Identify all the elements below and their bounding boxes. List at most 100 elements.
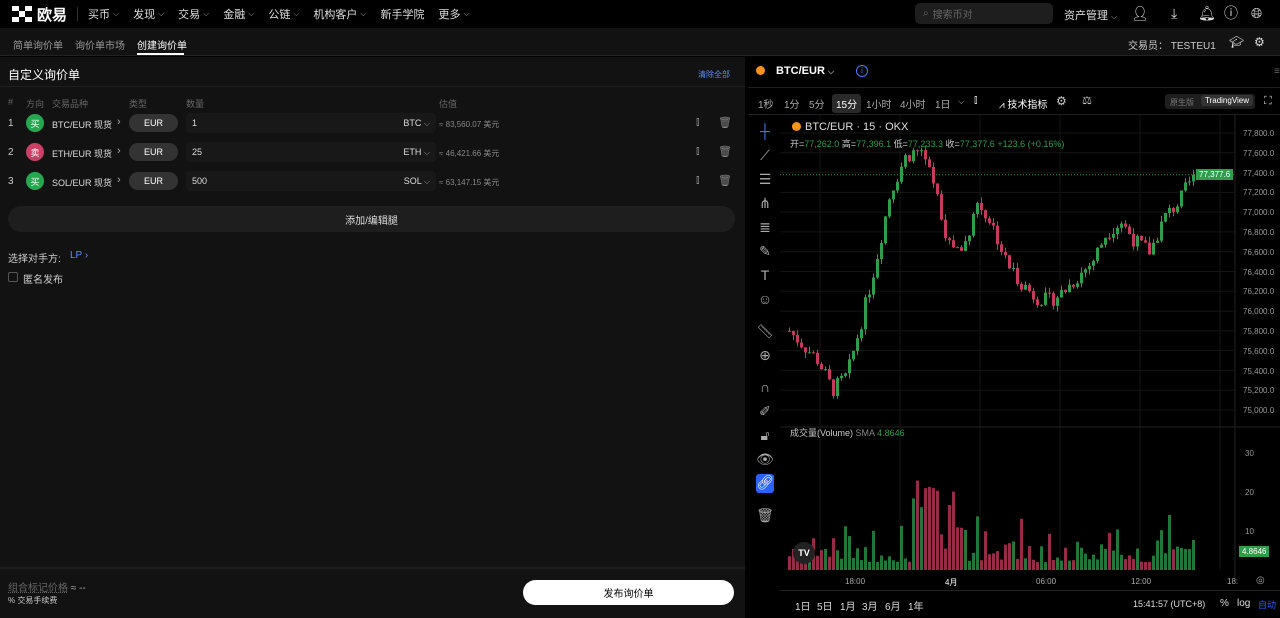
counterparty-select[interactable]: LP › xyxy=(70,250,88,261)
unit-select[interactable]: SOL ⌵ xyxy=(404,176,430,187)
link-icon[interactable]: 🔗︎ xyxy=(756,474,774,493)
ruler-icon[interactable]: 📏︎ xyxy=(756,323,774,339)
nav-item[interactable]: 机构客户 ⌵ xyxy=(313,6,366,22)
range-button[interactable]: 1年 xyxy=(908,602,924,613)
menu-icon[interactable]: ≡ xyxy=(1274,66,1280,77)
horizontal-lines-icon[interactable]: ☰ xyxy=(758,171,772,187)
candle-type-icon[interactable]: ⫾ xyxy=(974,94,978,106)
range-button[interactable]: 1日 xyxy=(795,602,811,613)
nav-item[interactable]: 发现 ⌵ xyxy=(133,6,164,22)
quantity-input[interactable]: 25 ETH ⌵ xyxy=(186,142,436,162)
timeframe-0[interactable]: 1秒 xyxy=(758,100,774,111)
timeframe-6[interactable]: 1日 xyxy=(935,100,951,111)
type-pill[interactable]: EUR xyxy=(129,172,178,190)
crosshair-icon[interactable]: ┼ xyxy=(760,123,770,139)
delete-icon[interactable]: 🗑︎ xyxy=(718,146,732,158)
add-edit-legs-button[interactable]: 添加/编辑腿 xyxy=(8,206,735,232)
bell-icon[interactable]: 🔔︎ xyxy=(1198,5,1216,21)
side-badge[interactable]: 卖 xyxy=(26,143,44,161)
nav-item[interactable]: 更多 ⌵ xyxy=(438,6,469,22)
chevron-right-icon[interactable]: › xyxy=(117,116,121,128)
volume-bar xyxy=(824,548,827,570)
type-pill[interactable]: EUR xyxy=(129,114,178,132)
pitchfork-icon[interactable]: ⋔ xyxy=(759,195,771,211)
search-input[interactable]: ⌕ 搜索币对 xyxy=(915,3,1053,24)
chart-candles-icon[interactable]: ⫾ xyxy=(696,174,700,186)
percent-toggle[interactable]: % xyxy=(1220,598,1229,609)
delete-icon[interactable]: 🗑︎ xyxy=(718,117,732,129)
range-button[interactable]: 6月 xyxy=(885,602,901,613)
gear-icon[interactable]: ⚙ xyxy=(1254,35,1265,49)
chart-candles-icon[interactable]: ⫾ xyxy=(696,145,700,157)
eye-icon[interactable]: 👁︎ xyxy=(756,451,774,467)
chart-settings-icon[interactable]: ⚙ xyxy=(1056,94,1067,108)
pair-selector[interactable]: BTC/EUR ⌵ xyxy=(776,65,834,77)
log-toggle[interactable]: log xyxy=(1237,598,1251,609)
fullscreen-icon[interactable]: ⛶ xyxy=(1264,95,1272,107)
delete-icon[interactable]: 🗑︎ xyxy=(718,175,732,187)
timeframe-5[interactable]: 4小时 xyxy=(900,100,926,111)
timeframe-4[interactable]: 1小时 xyxy=(866,100,892,111)
candle-body xyxy=(976,202,979,214)
tab-create-rfq[interactable]: 创建询价单 xyxy=(137,41,187,52)
nav-item[interactable]: 金融 ⌵ xyxy=(223,6,254,22)
timeframe-2[interactable]: 5分 xyxy=(809,100,825,111)
emoji-icon[interactable]: ☺ xyxy=(757,291,773,307)
brush-icon[interactable]: ✎ xyxy=(759,243,771,259)
scale-icon[interactable]: ⚖ xyxy=(1082,95,1092,107)
range-button[interactable]: 1月 xyxy=(840,602,856,613)
timeframe-1[interactable]: 1分 xyxy=(784,100,800,111)
globe-icon[interactable]: 🌐︎ xyxy=(1251,5,1263,21)
quantity-input[interactable]: 1 BTC ⌵ xyxy=(186,113,436,133)
assets-menu[interactable]: 资产管理 ⌵ xyxy=(1064,7,1117,23)
chevron-right-icon[interactable]: › xyxy=(117,174,121,186)
nav-item[interactable]: 公链 ⌵ xyxy=(268,6,299,22)
pencil-lock-icon[interactable]: ✐ xyxy=(759,403,771,419)
nav-item[interactable]: 新手学院 xyxy=(380,6,424,22)
help-icon[interactable]: ⓘ xyxy=(1224,5,1238,21)
magnet-icon[interactable]: ∩ xyxy=(759,379,771,395)
nav-item[interactable]: 买币 ⌵ xyxy=(88,6,119,22)
auto-scale-toggle[interactable]: 自动 xyxy=(1258,600,1277,610)
trendline-icon[interactable]: ⟋ xyxy=(760,147,770,163)
timeframe-3[interactable]: 15分 xyxy=(832,94,862,113)
lock-icon[interactable]: 🔓︎ xyxy=(760,427,770,443)
tab-rfq-market[interactable]: 询价单市场 xyxy=(75,41,125,52)
chevron-right-icon[interactable]: › xyxy=(117,145,121,157)
tab-simple-rfq[interactable]: 简单询价单 xyxy=(13,41,63,52)
goto-realtime-icon[interactable]: ◎ xyxy=(1256,575,1265,586)
volume-bar xyxy=(1092,554,1095,570)
fee-link[interactable]: % 交易手续费 xyxy=(8,595,57,606)
mode-tradingview[interactable]: TradingView xyxy=(1201,95,1254,106)
fib-icon[interactable]: ≣ xyxy=(759,219,771,235)
price-chart[interactable] xyxy=(780,115,1280,580)
side-badge[interactable]: 买 xyxy=(26,114,44,132)
chart-candles-icon[interactable]: ⫾ xyxy=(696,116,700,128)
info-icon[interactable]: i xyxy=(856,65,868,77)
range-button[interactable]: 5日 xyxy=(817,602,833,613)
clear-all-button[interactable]: 清除全部 xyxy=(698,70,730,79)
user-icon[interactable]: 👤︎ xyxy=(1131,5,1149,21)
type-pill[interactable]: EUR xyxy=(129,143,178,161)
mode-native[interactable]: 原生版 xyxy=(1170,98,1194,107)
volume-bar xyxy=(912,498,915,570)
side-badge[interactable]: 买 xyxy=(26,172,44,190)
text-icon[interactable]: T xyxy=(760,267,770,283)
quantity-input[interactable]: 500 SOL ⌵ xyxy=(186,171,436,191)
brand-logo[interactable]: 欧易 xyxy=(12,4,67,25)
unit-select[interactable]: ETH ⌵ xyxy=(403,147,430,158)
timeframe-more-chevron[interactable]: ⌵ xyxy=(958,96,965,106)
unit-select[interactable]: BTC ⌵ xyxy=(403,118,430,129)
tradingview-logo[interactable]: TV xyxy=(793,542,815,564)
range-button[interactable]: 3月 xyxy=(862,602,878,613)
trash-icon[interactable]: 🗑︎ xyxy=(756,507,774,523)
volume-tick: 20 xyxy=(1245,488,1254,497)
download-icon[interactable]: ⤓ xyxy=(1171,5,1178,21)
change-value: +123.6 (+0.16%) xyxy=(997,139,1065,149)
graduation-cap-icon[interactable]: 🎓︎ xyxy=(1229,35,1245,49)
anonymous-checkbox[interactable] xyxy=(8,272,18,282)
zoom-in-icon[interactable]: ⊕ xyxy=(759,347,771,363)
indicators-button[interactable]: ⩘ 技术指标 xyxy=(999,96,1047,111)
submit-rfq-button[interactable]: 发布询价单 xyxy=(523,580,734,605)
nav-item[interactable]: 交易 ⌵ xyxy=(178,6,209,22)
